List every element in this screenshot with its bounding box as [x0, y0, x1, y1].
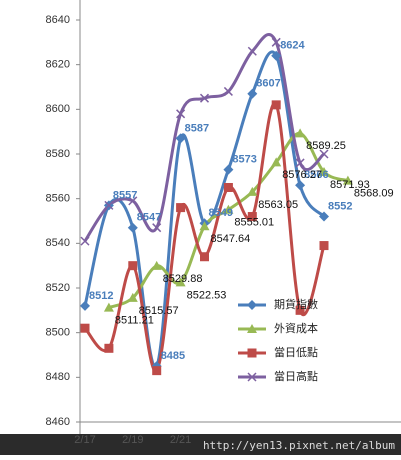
marker: [271, 157, 282, 167]
marker: [151, 260, 162, 270]
y-tick-label: 8500: [46, 327, 70, 339]
marker: [104, 343, 114, 353]
marker: [128, 261, 138, 271]
marker: [80, 236, 90, 246]
marker: [152, 223, 162, 233]
marker: [199, 93, 210, 103]
legend-marker: [247, 372, 257, 382]
legend-marker: [247, 300, 257, 310]
marker: [295, 128, 306, 138]
legend-label: 外資成本: [274, 321, 318, 335]
y-tick-label: 8620: [46, 59, 70, 71]
marker: [319, 241, 329, 251]
legend-marker: [247, 348, 257, 358]
marker: [319, 167, 329, 177]
marker: [247, 46, 257, 56]
marker: [295, 180, 306, 191]
marker: [152, 366, 162, 376]
legend-label: 期貨指數: [274, 297, 318, 311]
y-tick-label: 8640: [46, 14, 70, 26]
data-label: 8573: [232, 154, 256, 166]
marker: [104, 200, 114, 210]
data-label: 8522.53: [187, 289, 227, 301]
marker: [80, 300, 90, 311]
y-tick-label: 8600: [46, 103, 70, 115]
data-label: 8549: [209, 207, 233, 219]
data-label: 8624: [280, 40, 305, 52]
data-label: 8607: [256, 78, 280, 90]
marker: [175, 133, 186, 144]
marker: [247, 212, 257, 222]
data-label: 8576.27: [282, 169, 322, 181]
data-label: 8589.25: [306, 140, 346, 152]
marker: [127, 292, 138, 302]
y-tick-label: 8560: [46, 193, 70, 205]
marker: [271, 37, 281, 47]
data-label: 8529.88: [163, 273, 203, 285]
data-label: 8547.64: [211, 233, 251, 245]
watermark: http://yen13.pixnet.net/album: [203, 439, 395, 452]
x-tick-label: 2/21: [170, 434, 191, 446]
data-label: 8485: [161, 350, 185, 362]
marker: [103, 302, 114, 312]
legend-marker: [247, 324, 257, 333]
marker: [271, 50, 282, 61]
data-label: 8568.09: [354, 188, 394, 200]
marker: [319, 149, 329, 159]
marker: [223, 183, 233, 192]
data-label: 8512: [89, 290, 113, 302]
marker: [342, 175, 353, 185]
marker: [319, 211, 329, 222]
data-label: 8587: [185, 122, 209, 134]
data-label: 8511.21: [115, 315, 154, 327]
marker: [80, 323, 90, 333]
marker: [295, 158, 305, 168]
marker: [175, 277, 186, 287]
marker: [176, 203, 186, 213]
marker: [247, 88, 258, 99]
data-label: 8563.05: [258, 199, 298, 211]
x-tick-label: 2/19: [122, 434, 143, 446]
y-tick-label: 8540: [46, 237, 70, 249]
data-label: 8515.57: [139, 305, 179, 317]
legend-label: 當日高點: [274, 369, 318, 383]
legend-label: 當日低點: [274, 346, 318, 359]
marker: [199, 221, 210, 231]
marker: [247, 186, 258, 196]
data-label: 8555.01: [234, 217, 274, 229]
marker: [223, 86, 233, 96]
watermark-band: [0, 434, 401, 455]
marker: [128, 196, 138, 206]
marker: [295, 305, 305, 315]
y-tick-label: 8460: [46, 416, 70, 428]
marker: [200, 252, 209, 262]
data-label: 8571.93: [330, 179, 370, 191]
x-tick-label: 2/17: [74, 434, 95, 446]
y-tick-label: 8520: [46, 282, 70, 294]
data-label: 8557: [113, 189, 137, 201]
marker: [271, 100, 281, 110]
marker: [223, 164, 234, 175]
data-label: 8566: [304, 169, 328, 181]
marker: [127, 222, 138, 233]
marker: [223, 204, 234, 214]
marker: [176, 109, 186, 119]
series-line: [83, 50, 326, 369]
y-tick-label: 8580: [46, 148, 70, 160]
y-tick-label: 8480: [46, 371, 70, 383]
data-label: 8547: [137, 212, 161, 224]
data-label: 8552: [328, 200, 352, 212]
